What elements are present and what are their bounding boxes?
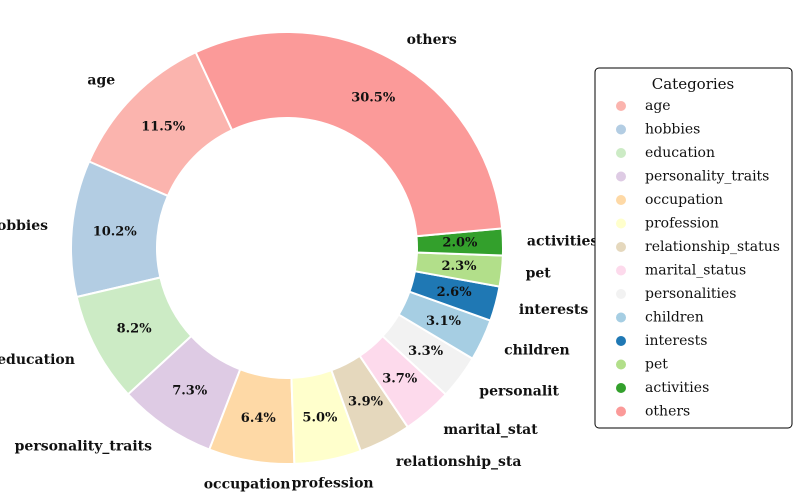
legend-label-others: others bbox=[645, 404, 690, 420]
outer-label-personality-traits: personality_traits bbox=[15, 439, 152, 455]
outer-label-profession: profession bbox=[292, 476, 374, 492]
pct-label-profession: 5.0% bbox=[302, 410, 338, 425]
legend-label-relationship-status: relationship_status bbox=[645, 239, 780, 255]
pct-label-activities: 2.0% bbox=[442, 236, 478, 251]
legend-label-children: children bbox=[645, 310, 704, 326]
outer-label-pet: pet bbox=[526, 266, 552, 282]
legend-marker-others bbox=[616, 406, 626, 417]
legend-marker-age bbox=[616, 101, 626, 111]
pct-label-age: 11.5% bbox=[141, 120, 186, 135]
legend-label-occupation: occupation bbox=[645, 192, 723, 208]
legend-marker-personality-traits bbox=[616, 171, 626, 182]
pct-label-occupation: 6.4% bbox=[241, 411, 277, 426]
legend-marker-activities bbox=[616, 383, 626, 393]
legend: Categories age hobbies education personalit… bbox=[594, 67, 793, 429]
outer-label-personalities: personalit bbox=[479, 384, 559, 400]
legend-marker-hobbies bbox=[616, 124, 626, 135]
outer-label-interests: interests bbox=[519, 302, 589, 318]
legend-marker-education bbox=[616, 148, 626, 158]
slices-group bbox=[70, 31, 504, 465]
legend-marker-profession bbox=[616, 218, 626, 229]
legend-label-personality-traits: personality_traits bbox=[645, 169, 769, 185]
pct-label-others: 30.5% bbox=[351, 91, 396, 106]
pct-label-personalities: 3.3% bbox=[408, 344, 444, 359]
pct-label-pet: 2.3% bbox=[442, 259, 478, 274]
legend-marker-interests bbox=[616, 336, 626, 346]
legend-label-personalities: personalities bbox=[645, 286, 736, 302]
outer-label-age: age bbox=[87, 72, 115, 88]
pct-label-marital-status: 3.7% bbox=[382, 372, 418, 387]
legend-box bbox=[594, 67, 793, 429]
outer-label-hobbies: hobbies bbox=[0, 218, 48, 234]
legend-label-age: age bbox=[645, 98, 671, 114]
outer-label-relationship-status: relationship_sta bbox=[396, 454, 522, 470]
slice-others bbox=[194, 31, 504, 238]
legend-label-profession: profession bbox=[645, 216, 719, 232]
legend-label-marital-status: marital_status bbox=[645, 263, 746, 279]
pct-label-children: 3.1% bbox=[426, 314, 462, 329]
legend-marker-children bbox=[616, 312, 626, 323]
pct-label-interests: 2.6% bbox=[437, 285, 473, 300]
legend-marker-pet bbox=[616, 359, 626, 370]
legend-marker-relationship-status bbox=[616, 242, 626, 252]
percentage-labels-group: 11.5% 10.2% 8.2% 7.3% 6.4% 5.0% 3.9% 3.7% 3.3% 3.… bbox=[93, 91, 478, 427]
pct-label-hobbies: 10.2% bbox=[93, 225, 138, 240]
outer-labels-group: age hobbies education personality_traitsocc… bbox=[0, 32, 598, 493]
legend-marker-occupation bbox=[616, 195, 626, 205]
outer-label-marital-status: marital_stat bbox=[443, 422, 538, 438]
legend-title: Categories bbox=[652, 75, 735, 93]
pct-label-personality-traits: 7.3% bbox=[172, 384, 208, 399]
legend-marker-marital-status bbox=[616, 265, 626, 276]
legend-label-education: education bbox=[645, 145, 715, 161]
legend-label-hobbies: hobbies bbox=[645, 122, 700, 138]
legend-label-activities: activities bbox=[645, 380, 709, 396]
legend-label-pet: pet bbox=[645, 357, 668, 373]
outer-label-activities: activities bbox=[527, 233, 599, 249]
outer-label-others: others bbox=[407, 32, 457, 48]
legend-items: age hobbies education personality_traitsocc… bbox=[616, 98, 780, 420]
pct-label-education: 8.2% bbox=[117, 321, 153, 336]
outer-label-occupation: occupation bbox=[204, 477, 291, 493]
legend-marker-personalities bbox=[616, 289, 626, 299]
legend-label-interests: interests bbox=[645, 333, 707, 349]
outer-label-education: education bbox=[0, 352, 75, 368]
pct-label-relationship-status: 3.9% bbox=[348, 395, 384, 410]
outer-label-children: children bbox=[504, 342, 570, 358]
